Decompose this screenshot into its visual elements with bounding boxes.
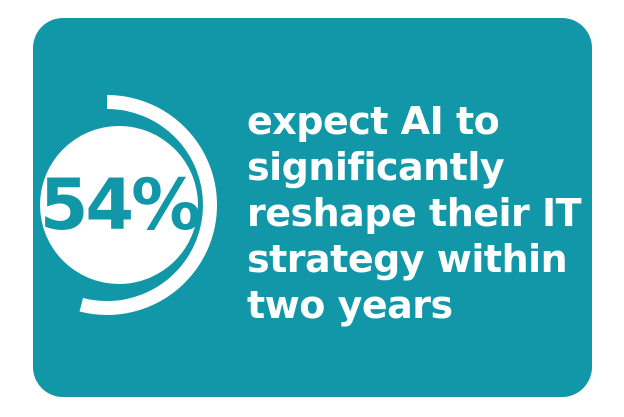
percentage-donut-graphic: 54% <box>0 85 233 325</box>
stat-value: 54% <box>39 164 202 246</box>
stat-circle <box>40 126 198 284</box>
stat-card: 54% expect AI to significantly reshape t… <box>0 18 592 397</box>
stat-description: expect AI to significantly reshape their… <box>247 99 582 327</box>
stat-progress-arc <box>0 95 217 315</box>
donut-arc-svg <box>0 95 217 315</box>
